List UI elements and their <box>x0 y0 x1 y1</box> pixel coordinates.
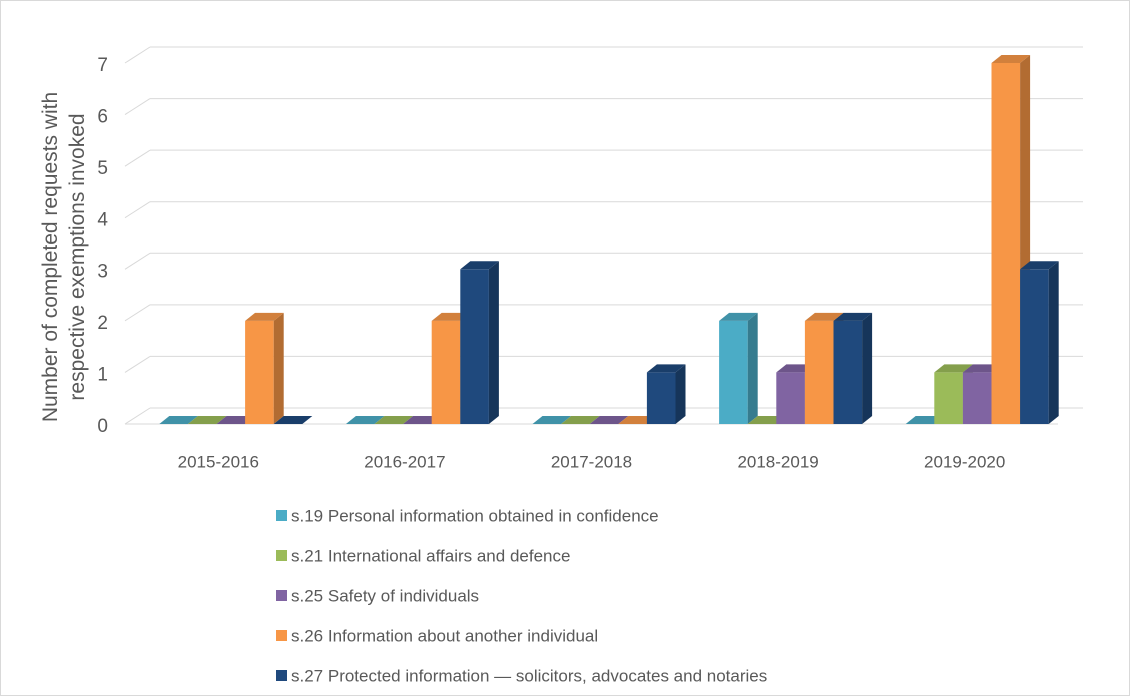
legend-label: s.19 Personal information obtained in co… <box>291 506 659 525</box>
bar-face <box>245 312 284 321</box>
bar-face <box>719 312 758 321</box>
x-tick-label: 2019-2020 <box>924 452 1005 471</box>
y-tick-label: 7 <box>97 55 108 76</box>
bar-face <box>833 320 863 424</box>
x-tick-label: 2016-2017 <box>364 452 445 471</box>
bar-face <box>431 320 461 424</box>
bar <box>245 312 284 424</box>
grid-line <box>124 356 151 373</box>
bar-face <box>1048 261 1059 424</box>
legend-swatch <box>276 590 287 601</box>
legend-swatch <box>276 630 287 641</box>
bar <box>589 416 629 424</box>
bar-face <box>833 312 873 321</box>
bar-face <box>747 312 758 424</box>
grid-line <box>124 98 151 115</box>
grid-line <box>124 252 151 270</box>
y-tick-label: 1 <box>97 364 108 385</box>
x-tick-label: 2018-2019 <box>737 452 818 471</box>
y-axis-label: Number of completed requests with respec… <box>39 91 89 423</box>
legend-label: s.21 International affairs and defence <box>291 546 570 565</box>
bar-face <box>488 261 499 424</box>
bar <box>374 416 414 424</box>
legend-label: s.25 Safety of individuals <box>291 586 479 605</box>
y-tick-label: 0 <box>97 416 108 437</box>
bar <box>646 364 686 424</box>
x-tick-label: 2015-2016 <box>178 452 259 471</box>
bar-face <box>719 320 748 424</box>
bar-face <box>804 320 834 424</box>
bar-face <box>1020 269 1049 424</box>
grid-line <box>124 304 151 322</box>
bar-face <box>962 372 992 424</box>
legend-swatch <box>276 550 287 561</box>
bar <box>345 416 385 424</box>
grid-line <box>124 149 151 167</box>
bar <box>719 312 758 424</box>
legend-swatch <box>276 670 287 681</box>
bar <box>833 312 873 424</box>
bar-face <box>1020 261 1059 270</box>
bar-face <box>345 416 385 424</box>
bar-face <box>273 416 313 424</box>
bar-face <box>776 372 805 424</box>
legend-label: s.27 Protected information — solicitors,… <box>291 666 767 685</box>
bar <box>1020 261 1059 424</box>
bar <box>460 261 499 424</box>
bar-face <box>991 55 1031 63</box>
bar-face <box>804 312 844 321</box>
y-tick-label: 4 <box>97 210 108 231</box>
bar-face <box>460 261 499 270</box>
bar-face <box>460 269 489 424</box>
bar-face <box>374 416 414 424</box>
bar-face <box>862 312 873 424</box>
grid-line <box>124 46 151 64</box>
y-tick-label: 3 <box>97 261 108 282</box>
bar <box>273 416 313 424</box>
grid-line <box>124 201 151 219</box>
legend-label: s.26 Information about another individua… <box>291 626 598 645</box>
bar-face <box>159 416 198 424</box>
x-tick-label: 2017-2018 <box>551 452 632 471</box>
bar <box>187 416 227 424</box>
bar-face <box>934 364 973 373</box>
bar-face <box>245 320 274 424</box>
bar <box>561 416 600 424</box>
bar-face <box>532 416 572 424</box>
bar-face <box>187 416 227 424</box>
bar <box>159 416 198 424</box>
bar-face <box>561 416 600 424</box>
bar-face <box>675 364 686 424</box>
bar <box>532 416 572 424</box>
bar-face <box>646 364 686 373</box>
y-tick-label: 2 <box>97 313 108 334</box>
bar-face <box>934 372 963 424</box>
y-tick-label: 6 <box>97 107 108 128</box>
bar-face <box>589 416 629 424</box>
bar-face <box>646 372 676 424</box>
grid-line <box>124 407 151 425</box>
legend-swatch <box>276 510 287 521</box>
bar-face <box>991 63 1021 424</box>
bar-face <box>273 312 284 424</box>
y-tick-label: 5 <box>97 158 108 179</box>
